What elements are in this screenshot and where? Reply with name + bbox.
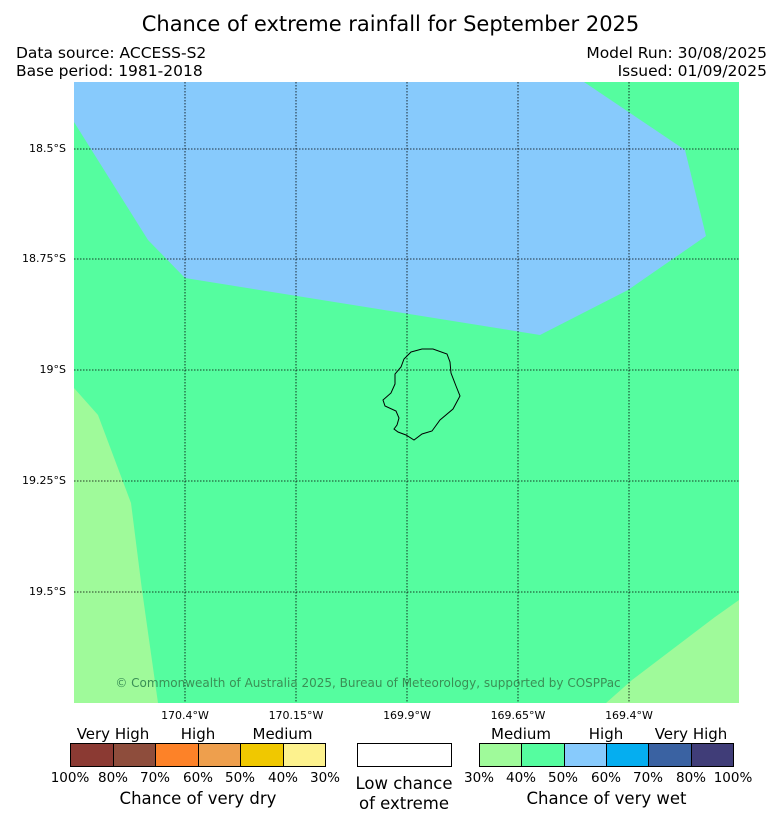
wet-tick: 50%	[547, 770, 578, 786]
neutral-swatch	[358, 744, 451, 766]
neutral-caption-line2: of extreme	[358, 794, 450, 813]
lat-label: 19.25°S	[22, 474, 66, 487]
issued-text: Issued: 01/09/2025	[617, 62, 767, 80]
wet-high-region	[74, 82, 706, 335]
lon-label: 170.15°W	[268, 709, 324, 722]
wet-caption: Chance of very wet	[526, 789, 687, 808]
wet-colorbar	[479, 743, 734, 767]
dry-tick: 40%	[267, 770, 298, 786]
wet-tick: 70%	[632, 770, 663, 786]
neutral-caption-line1: Low chance	[355, 774, 453, 793]
dry-tick: 60%	[182, 770, 213, 786]
wet-swatch	[522, 744, 565, 766]
wet-swatch	[691, 744, 733, 766]
header-left: Data source: ACCESS-S2 Base period: 1981…	[16, 44, 206, 80]
wet-tick: 100%	[713, 770, 753, 786]
wet-swatch	[480, 744, 523, 766]
lat-label: 19°S	[39, 363, 66, 376]
dry-caption: Chance of very dry	[119, 789, 277, 808]
map-title: Chance of extreme rainfall for September…	[141, 12, 640, 36]
dry-swatch	[198, 744, 241, 766]
dry-swatch	[156, 744, 199, 766]
wet-category-very-high: Very High	[654, 725, 728, 743]
lon-label: 170.4°W	[161, 709, 209, 722]
dry-category-high: High	[180, 725, 216, 743]
copyright-text: © Commonwealth of Australia 2025, Bureau…	[115, 676, 621, 690]
wet-tick: 60%	[590, 770, 621, 786]
wet-tick: 80%	[675, 770, 706, 786]
lat-label: 18.75°S	[22, 252, 66, 265]
niue-island-outline	[382, 348, 461, 441]
data-source-text: Data source: ACCESS-S2	[16, 44, 207, 62]
dry-colorbar	[70, 743, 326, 767]
map-area	[74, 82, 739, 703]
wet-category-medium: Medium	[491, 725, 551, 743]
dry-tick: 70%	[139, 770, 170, 786]
lon-label: 169.4°W	[605, 709, 653, 722]
dry-tick: 30%	[309, 770, 340, 786]
dry-tick: 50%	[224, 770, 255, 786]
dry-category-very-high: Very High	[76, 725, 150, 743]
model-run-text: Model Run: 30/08/2025	[586, 44, 767, 62]
lat-label: 18.5°S	[29, 142, 66, 155]
dry-swatch	[283, 744, 325, 766]
wet-light-region-southeast	[606, 600, 739, 703]
wet-tick: 40%	[505, 770, 536, 786]
base-period-text: Base period: 1981-2018	[16, 62, 203, 80]
dry-tick: 100%	[50, 770, 90, 786]
grid-lines	[74, 82, 739, 703]
dry-tick: 80%	[97, 770, 128, 786]
lat-label: 19.5°S	[29, 585, 66, 598]
dry-swatch	[241, 744, 284, 766]
dry-swatch	[71, 744, 114, 766]
wet-swatch	[649, 744, 692, 766]
lon-label: 169.9°W	[383, 709, 431, 722]
lon-label: 169.65°W	[490, 709, 546, 722]
wet-tick: 30%	[463, 770, 494, 786]
dry-category-medium: Medium	[252, 725, 313, 743]
dry-swatch	[113, 744, 156, 766]
wet-light-region-west	[74, 388, 158, 703]
wet-swatch	[606, 744, 650, 766]
neutral-colorbar	[357, 743, 452, 767]
wet-swatch	[564, 744, 607, 766]
wet-category-high: High	[588, 725, 624, 743]
header-right: Model Run: 30/08/2025 Issued: 01/09/2025	[586, 44, 767, 80]
neutral-caption: Low chance of extreme	[344, 774, 464, 814]
